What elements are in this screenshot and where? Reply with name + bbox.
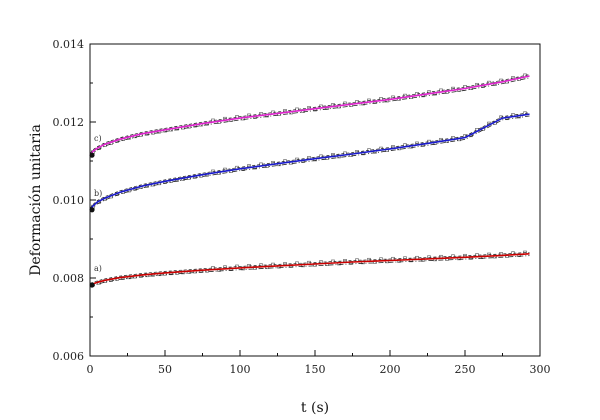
x-tick-label: 300 [530,363,551,376]
y-tick-label: 0.014 [53,38,85,51]
model-line-dashed [89,115,530,212]
model-line-dashed [89,77,530,158]
series-line [89,75,530,156]
y-tick-label: 0.012 [53,116,85,129]
x-tick-label: 250 [455,363,476,376]
x-axis-title: t (s) [301,400,329,416]
series-start-cluster [89,152,95,158]
x-tick-label: 0 [87,363,94,376]
x-tick-label: 150 [305,363,326,376]
model-line-dotted [89,251,530,284]
series-line [89,113,530,211]
series-line [89,253,530,286]
curve-label: a) [94,264,102,273]
x-tick-label: 50 [158,363,172,376]
x-tick-label: 100 [230,363,251,376]
y-tick-label: 0.006 [53,350,85,363]
y-axis-title: Deformación unitaria [28,124,44,276]
x-tick-label: 200 [380,363,401,376]
plot-frame [89,43,541,357]
series-start-cluster [89,282,95,288]
series-layer: a) b) c) [89,73,530,288]
model-line-dotted [89,112,530,209]
model-line-dashed [89,255,530,288]
tick-labels: 0 50 100 150 200 250 300 0.006 0.008 0.010 0.012 0.… [53,38,551,376]
y-tick-label: 0.008 [53,272,85,285]
y-tick-label: 0.010 [53,194,85,207]
model-line-dotted [89,74,530,154]
plot-border [89,43,541,357]
curve-label: b) [94,189,102,198]
curve-label: c) [94,134,102,143]
series-start-cluster [89,207,95,213]
axis-ticks [89,43,541,357]
series-markers [91,73,527,154]
